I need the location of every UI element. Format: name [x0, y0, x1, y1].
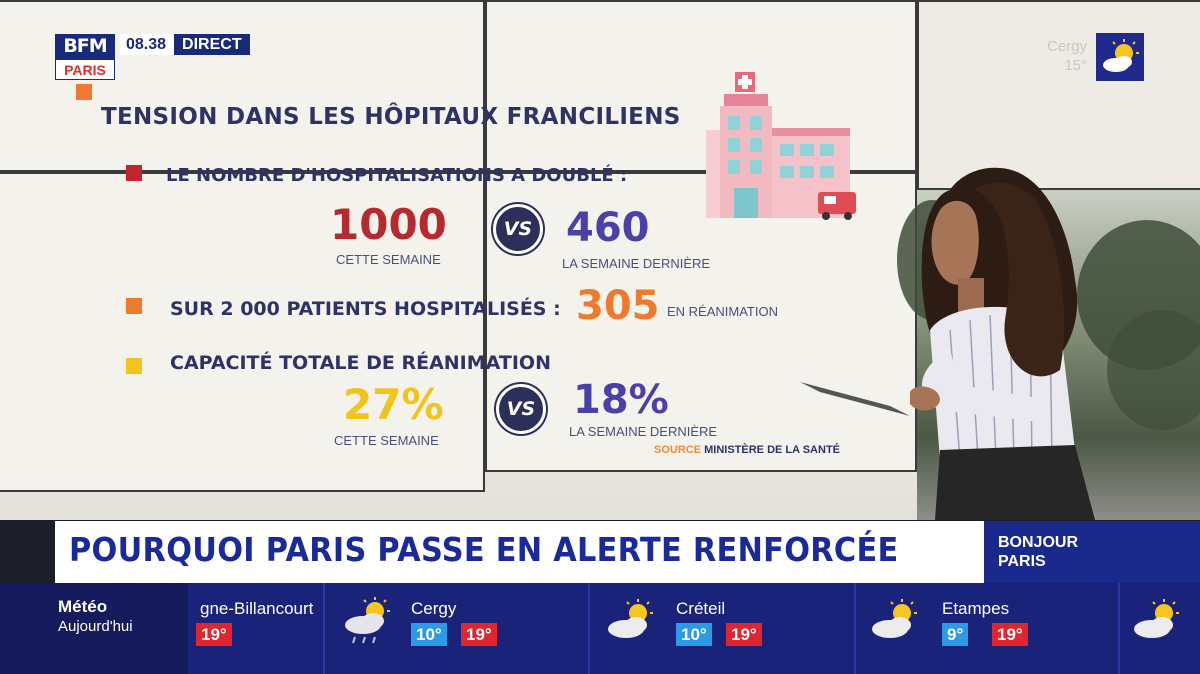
- weather-ticker-item: Créteil 10° 19°: [590, 583, 854, 674]
- reanimation-patients-value: 305: [576, 283, 660, 329]
- last-week-label: LA SEMAINE DERNIÈRE: [562, 256, 711, 271]
- vs-badge: VS: [496, 384, 546, 434]
- video-wall-panel: [0, 0, 485, 172]
- sun-cloud-rain-icon: [345, 597, 390, 644]
- show-tag: BONJOUR PARIS: [984, 521, 1200, 583]
- decor-orange-square: [76, 84, 92, 100]
- weather-max-temp: 19°: [992, 623, 1028, 646]
- weather-ticker-item: Cergy 10° 19°: [325, 583, 587, 674]
- live-badge: DIRECT: [174, 34, 250, 55]
- bullet-red-square: [126, 165, 142, 181]
- sun-cloud-icon: [1096, 33, 1144, 81]
- weather-city: Créteil: [676, 599, 726, 618]
- presenter-figure: [800, 167, 1095, 520]
- weather-city: Etampes: [942, 599, 1010, 618]
- last-week-hospitalisations-value: 460: [566, 205, 650, 251]
- sun-cloud-icon: [608, 599, 653, 638]
- ticker-divider: [854, 583, 856, 674]
- weather-ticker-subtitle: Aujourd'hui: [58, 618, 133, 635]
- weather-min-temp: 10°: [411, 623, 447, 646]
- show-tag-text: BONJOUR PARIS: [998, 534, 1079, 570]
- vs-badge: VS: [493, 204, 543, 254]
- source-value: MINISTÈRE DE LA SANTÉ: [704, 444, 841, 456]
- weather-ticker: Météo Aujourd'hui gne-Billancourt 19° Ce…: [0, 583, 1200, 674]
- last-week-capacity-value: 18%: [573, 377, 669, 423]
- bullet-yellow-square: [126, 358, 142, 374]
- top-weather-city: Cergy: [1046, 38, 1087, 55]
- patients-heading: SUR 2 000 PATIENTS HOSPITALISÉS :: [170, 298, 561, 320]
- source-key: SOURCE: [654, 444, 702, 456]
- infographic-title: TENSION DANS LES HÔPITAUX FRANCILIENS: [101, 104, 681, 130]
- broadcast-time: 08.38: [126, 35, 167, 53]
- weather-max-temp: 19°: [726, 623, 762, 646]
- source-credit: SOURCE MINISTÈRE DE LA SANTÉ: [654, 444, 840, 456]
- headline-text: POURQUOI PARIS PASSE EN ALERTE RENFORCÉE: [69, 530, 899, 569]
- weather-ticker-title: Météo: [58, 597, 108, 616]
- video-wall-panel: [485, 172, 917, 472]
- ticker-divider: [1118, 583, 1120, 674]
- ticker-divider: [323, 583, 325, 674]
- ticker-divider: [588, 583, 590, 674]
- this-week-hospitalisations-value: 1000: [330, 200, 447, 249]
- weather-max-temp: 19°: [461, 623, 497, 646]
- weather-min-temp: 9°: [942, 623, 969, 646]
- weather-max-temp: 19°: [196, 623, 232, 646]
- hospital-icon: [706, 72, 856, 220]
- studio-background: TENSION DANS LES HÔPITAUX FRANCILIENS LE…: [0, 0, 1200, 520]
- logo-bottom-text: PARIS: [55, 59, 115, 80]
- sun-cloud-icon: [1134, 599, 1179, 638]
- channel-logo: BFM PARIS: [55, 34, 115, 80]
- capacity-heading: CAPACITÉ TOTALE DE RÉANIMATION: [170, 352, 551, 374]
- weather-ticker-label: Météo Aujourd'hui: [0, 583, 188, 674]
- video-wall-panel: [0, 172, 485, 492]
- clock-bar: 08.38 DIRECT: [120, 34, 250, 55]
- top-weather-readout: Cergy 15°: [1035, 37, 1087, 75]
- weather-ticker-item: gne-Billancourt 19°: [188, 583, 323, 674]
- this-week-capacity-value: 27%: [343, 380, 444, 429]
- bullet-orange-square: [126, 298, 142, 314]
- weather-city: gne-Billancourt: [200, 599, 314, 618]
- headline-banner: POURQUOI PARIS PASSE EN ALERTE RENFORCÉE: [55, 521, 984, 583]
- this-week-label: CETTE SEMAINE: [334, 433, 439, 448]
- last-week-label: LA SEMAINE DERNIÈRE: [569, 424, 718, 439]
- weather-ticker-item: Etampes 9° 19°: [856, 583, 1118, 674]
- hospitalisations-heading: LE NOMBRE D'HOSPITALISATIONS A DOUBLÉ :: [166, 165, 628, 186]
- video-wall-panel: [917, 0, 1200, 190]
- reanimation-label: EN RÉANIMATION: [667, 304, 778, 319]
- logo-top-text: BFM: [55, 34, 115, 59]
- weather-city: Cergy: [411, 599, 457, 618]
- top-weather-temp: 15°: [1064, 57, 1087, 74]
- this-week-label: CETTE SEMAINE: [336, 252, 441, 267]
- sun-cloud-icon: [872, 599, 917, 638]
- weather-min-temp: 10°: [676, 623, 712, 646]
